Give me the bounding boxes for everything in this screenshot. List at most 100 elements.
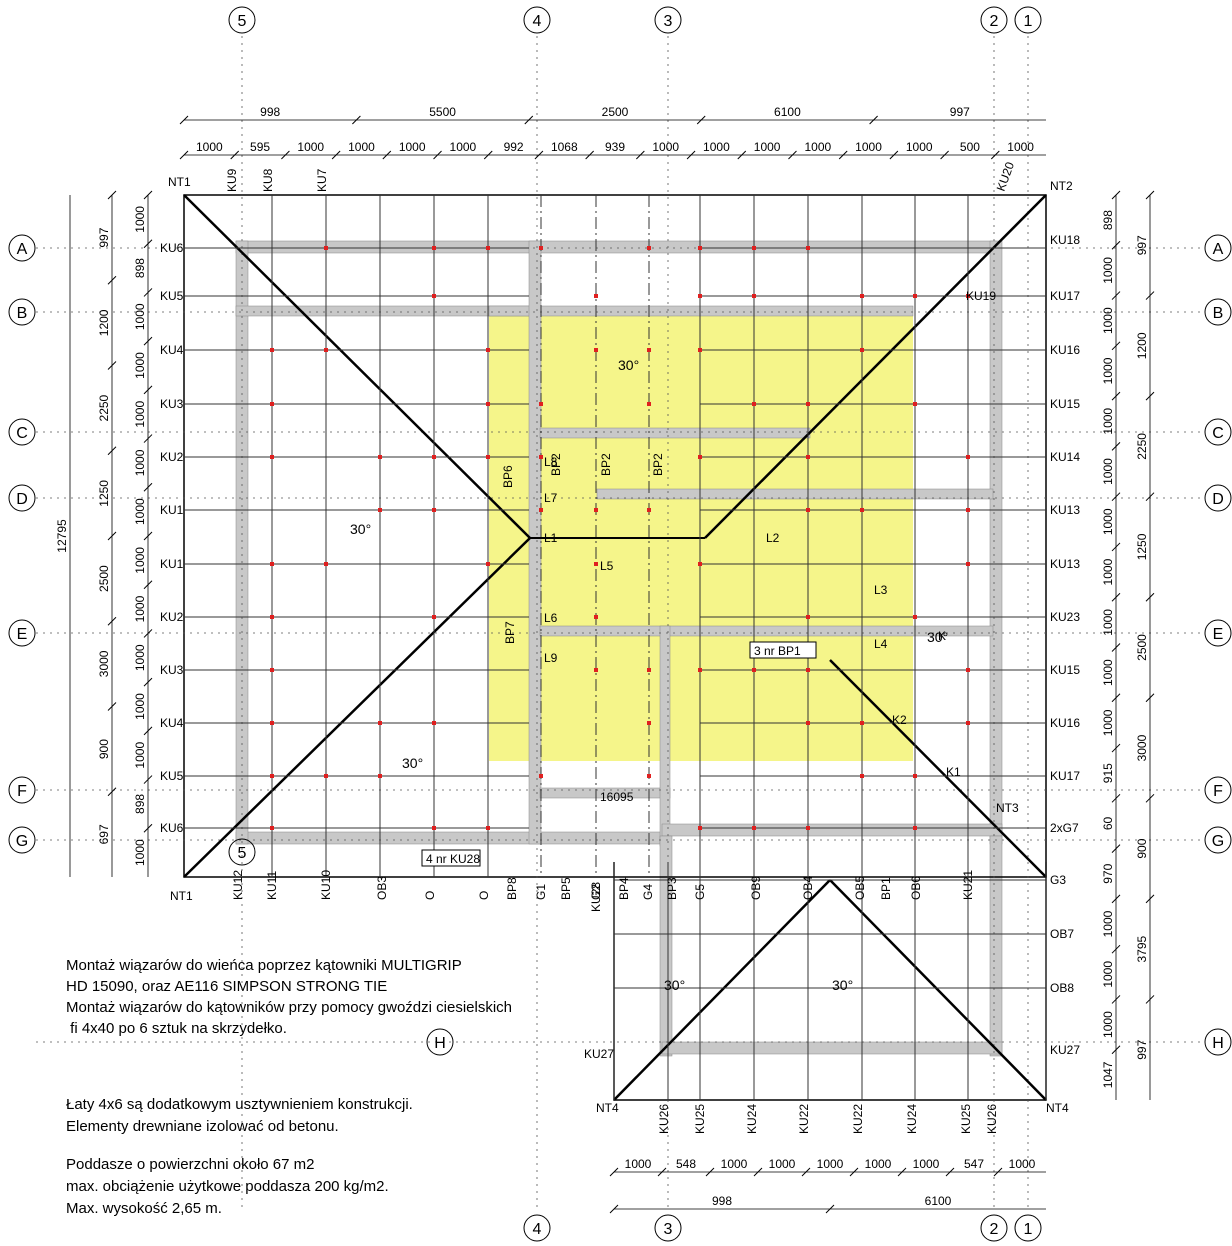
truss-label-bottom-14: OB9 xyxy=(749,876,763,900)
truss-label-bottom-11: G4 xyxy=(641,884,655,900)
marker-36 xyxy=(966,455,970,459)
dim-left-inner-value-0: 1000 xyxy=(133,206,147,233)
marker-73 xyxy=(539,774,543,778)
marker-7 xyxy=(806,246,810,250)
marker-45 xyxy=(270,562,274,566)
marker-81 xyxy=(752,826,756,830)
marker-72 xyxy=(378,774,382,778)
dim-top-1-value-0: 998 xyxy=(260,105,280,119)
dim-left-inner-value-5: 1000 xyxy=(133,449,147,476)
marker-71 xyxy=(324,774,328,778)
truss-label-bottom-13: G5 xyxy=(693,884,707,900)
marker-32 xyxy=(486,455,490,459)
callout-ku28: 4 nr KU28 xyxy=(426,852,480,866)
marker-29 xyxy=(270,455,274,459)
marker-62 xyxy=(966,668,970,672)
axis-label-D-left: D xyxy=(16,491,28,508)
truss-label-right-6: KU13 xyxy=(1050,557,1080,571)
dim-right-outer-value-1: 1200 xyxy=(1135,332,1149,359)
axis-label-1-top: 1 xyxy=(1024,13,1033,30)
marker-65 xyxy=(432,721,436,725)
corner-label-4: NT4 xyxy=(596,1101,619,1115)
length-16095: 16095 xyxy=(600,790,634,804)
dim-right-inner-value-2: 1000 xyxy=(1101,307,1115,334)
axis-label-5-bottom: 5 xyxy=(238,845,247,862)
truss-label-left-4: KU2 xyxy=(160,450,184,464)
axis-label-B-right: B xyxy=(1213,305,1224,322)
truss-label-top-1: KU8 xyxy=(261,168,275,192)
marker-78 xyxy=(432,826,436,830)
truss-label-right-13: OB7 xyxy=(1050,927,1074,941)
dim-left-inner-value-10: 1000 xyxy=(133,693,147,720)
inner-label-4: BP7 xyxy=(503,621,517,644)
marker-20 xyxy=(698,348,702,352)
dim-top-2-value-7: 1068 xyxy=(551,140,578,154)
dim-top-2-value-9: 1000 xyxy=(652,140,679,154)
wall-3 xyxy=(990,241,1002,844)
axis-label-A-right: A xyxy=(1213,241,1224,258)
truss-label-bottom-4: O xyxy=(423,891,437,900)
marker-0 xyxy=(324,246,328,250)
axis-label-C-right: C xyxy=(1212,425,1224,442)
marker-56 xyxy=(270,668,274,672)
axis-label-B-left: B xyxy=(17,305,28,322)
marker-17 xyxy=(486,348,490,352)
axis-label-2-bottom: 2 xyxy=(990,1221,999,1238)
corner-label-2: NT1 xyxy=(170,889,193,903)
axis-label-1-bottom: 1 xyxy=(1024,1221,1033,1238)
marker-43 xyxy=(860,508,864,512)
wall-11 xyxy=(660,626,670,846)
dim-left-outer-value-0: 997 xyxy=(97,227,111,247)
marker-1 xyxy=(432,246,436,250)
dim-top-2-value-15: 500 xyxy=(960,140,980,154)
dim-left-inner-value-13: 1000 xyxy=(133,839,147,866)
corner-label-7: K2 xyxy=(892,713,907,727)
slope-label-5: 30° xyxy=(664,977,685,993)
marker-80 xyxy=(698,826,702,830)
dim-top-1-value-3: 6100 xyxy=(774,105,801,119)
dim-right-inner-value-8: 1000 xyxy=(1101,609,1115,636)
slope-label-3: 30° xyxy=(927,629,948,645)
dim-right-inner-value-16: 1000 xyxy=(1101,1011,1115,1038)
note-max-height: Max. wysokość 2,65 m. xyxy=(66,1198,222,1219)
dim-right-outer-value-4: 2500 xyxy=(1135,634,1149,661)
dim-top-1-value-4: 997 xyxy=(950,105,970,119)
marker-58 xyxy=(647,668,651,672)
marker-4 xyxy=(647,246,651,250)
dim-bottom-1-value-5: 1000 xyxy=(865,1157,892,1171)
marker-55 xyxy=(913,615,917,619)
dim-top-2-value-16: 1000 xyxy=(1007,140,1034,154)
dim-right-inner-value-4: 1000 xyxy=(1101,408,1115,435)
note-mounting-2: HD 15090, oraz AE116 SIMPSON STRONG TIE xyxy=(66,976,387,997)
marker-74 xyxy=(647,774,651,778)
marker-42 xyxy=(806,508,810,512)
dim-top-1-value-2: 2500 xyxy=(602,105,629,119)
dim-top-2-value-11: 1000 xyxy=(754,140,781,154)
slope-label-2: 30° xyxy=(350,521,371,537)
marker-52 xyxy=(432,615,436,619)
marker-67 xyxy=(806,721,810,725)
truss-label-right-11: 2xG7 xyxy=(1050,821,1079,835)
dim-left-outer-value-6: 900 xyxy=(97,739,111,759)
marker-12 xyxy=(860,294,864,298)
truss-label-bottom-17: BP1 xyxy=(879,877,893,900)
truss-label-right-4: KU14 xyxy=(1050,450,1080,464)
inner-label-13: L4 xyxy=(874,637,888,651)
wall-0 xyxy=(236,241,996,253)
marker-2 xyxy=(486,246,490,250)
dim-top-2-value-14: 1000 xyxy=(906,140,933,154)
marker-76 xyxy=(913,774,917,778)
truss-label-ext-3: KU22 xyxy=(797,1104,811,1134)
truss-label-right-0: KU18 xyxy=(1050,233,1080,247)
marker-5 xyxy=(698,246,702,250)
dim-right-outer-value-0: 997 xyxy=(1135,235,1149,255)
axis-label-H-inner: H xyxy=(434,1035,446,1052)
wall-12 xyxy=(662,824,1002,836)
marker-79 xyxy=(486,826,490,830)
wall-6 xyxy=(529,241,541,844)
marker-28 xyxy=(913,402,917,406)
marker-11 xyxy=(752,294,756,298)
truss-label-ext-5: KU24 xyxy=(905,1104,919,1134)
marker-31 xyxy=(432,455,436,459)
